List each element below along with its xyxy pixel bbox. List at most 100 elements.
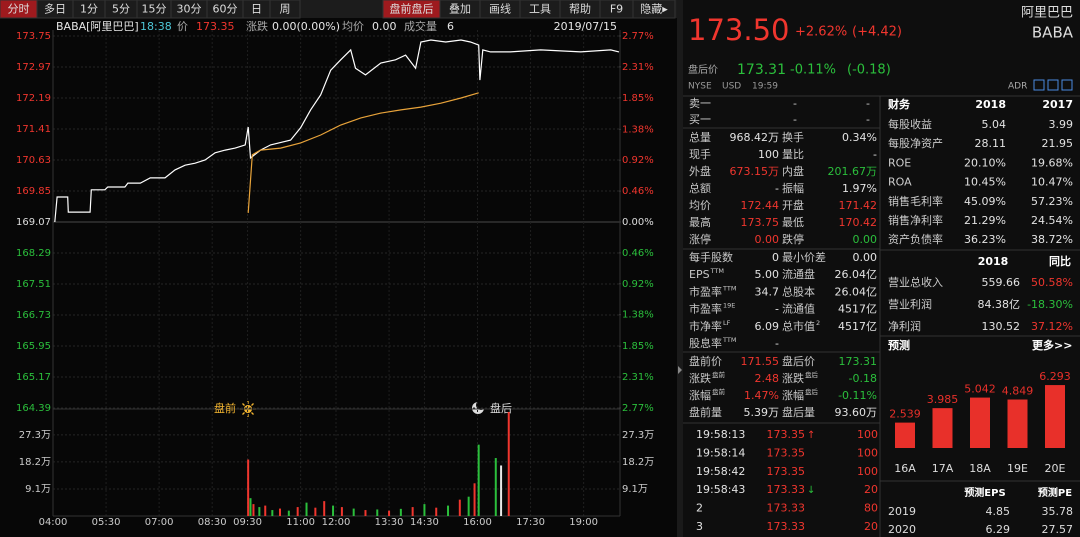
- volume-bar: [467, 496, 470, 516]
- label: 26.04亿: [835, 268, 878, 281]
- volume-bar: [435, 507, 438, 516]
- tab-label[interactable]: 多日: [44, 2, 66, 16]
- trade-volume: 20: [864, 483, 878, 496]
- label: 流通盘: [782, 267, 815, 281]
- label: 最低: [782, 216, 804, 229]
- label: 盘后价: [782, 354, 815, 368]
- y2-tick-label: 18.2万: [622, 457, 654, 468]
- trade-arrow: ↓: [807, 485, 815, 496]
- label: 21.29%: [964, 214, 1006, 227]
- label: 涨停: [689, 232, 711, 246]
- label: 172.44: [741, 199, 780, 212]
- label: 每股净资产: [888, 136, 943, 150]
- collapse-arrow[interactable]: [678, 366, 682, 374]
- label: 最小价差: [782, 250, 826, 264]
- info-vol: 6: [447, 20, 454, 33]
- book-label: 卖一: [689, 97, 711, 110]
- volume-bar: [252, 504, 255, 516]
- tab-label[interactable]: 隐藏▸: [640, 3, 668, 16]
- tab[interactable]: [269, 0, 301, 19]
- tab-label[interactable]: 1分: [80, 3, 98, 16]
- volume-bar: [287, 510, 290, 516]
- tab-label[interactable]: 叠加: [449, 3, 471, 16]
- tab-label[interactable]: 30分: [177, 3, 202, 16]
- label: 559.66: [982, 276, 1021, 289]
- forecast-header: 预测EPS: [964, 486, 1005, 499]
- volume-bar: [500, 465, 503, 516]
- after-change: (-0.18): [847, 63, 891, 78]
- splitter[interactable]: [677, 0, 683, 537]
- more-link[interactable]: 更多>>: [1032, 338, 1072, 352]
- tab[interactable]: [632, 0, 676, 19]
- x-tick-label: 19:00: [569, 517, 598, 528]
- y-tick-label: 172.19: [16, 93, 51, 104]
- label: 换手: [782, 130, 804, 144]
- tab-label[interactable]: 5分: [112, 3, 130, 16]
- volume-bar: [364, 510, 367, 516]
- label: 现手: [689, 147, 711, 161]
- label: 4517亿: [838, 303, 877, 316]
- label: 涨幅: [689, 389, 711, 402]
- tab-label[interactable]: 分时: [8, 3, 30, 16]
- book-volume: -: [866, 113, 870, 126]
- y-tick-label: 173.75: [16, 31, 51, 42]
- tab-label[interactable]: 60分: [213, 3, 238, 16]
- volume-bar: [473, 483, 476, 516]
- tab-label[interactable]: 15分: [142, 3, 167, 16]
- exchange: NYSE: [688, 82, 712, 92]
- x-tick-label: 17A: [932, 462, 954, 475]
- label: -: [873, 148, 877, 161]
- adr: ADR: [1008, 82, 1027, 92]
- superscript: TTM: [722, 336, 736, 344]
- label: 盘后量: [782, 405, 815, 419]
- info-change: 0.00(0.00%): [272, 20, 340, 33]
- label: 股息率: [689, 336, 722, 350]
- label: ROA: [888, 176, 912, 189]
- tab-label[interactable]: 工具: [529, 3, 551, 16]
- label: 总股本: [782, 284, 815, 298]
- y-tick-label: 165.95: [16, 341, 51, 352]
- change-pct: +2.62%: [795, 25, 847, 40]
- adr-icons[interactable]: [1033, 79, 1073, 91]
- info-avg: 0.00: [372, 20, 397, 33]
- label: 45.09%: [964, 195, 1006, 208]
- volume-bar: [388, 510, 391, 516]
- volume-bar: [305, 502, 308, 516]
- label: -: [775, 182, 779, 195]
- y-tick-label: 166.73: [16, 310, 51, 321]
- superscript: 盘前: [712, 370, 726, 379]
- tab-label[interactable]: 日: [251, 3, 262, 16]
- trade-price: 173.35: [767, 465, 806, 478]
- label: 57.23%: [1031, 195, 1073, 208]
- tab-label[interactable]: 画线: [489, 2, 511, 16]
- data-label: 3.985: [927, 393, 959, 406]
- label: -: [775, 337, 779, 350]
- label: 资产负债率: [888, 232, 943, 246]
- tab-label[interactable]: 帮助: [569, 2, 591, 16]
- label: 50.58%: [1031, 276, 1073, 289]
- label: 1.97%: [842, 182, 877, 195]
- y-tick-label: 171.41: [16, 124, 51, 135]
- label: -0.18: [849, 372, 877, 385]
- volume-bar: [507, 411, 510, 516]
- x-tick-label: 16A: [894, 462, 916, 475]
- label: 1.47%: [744, 389, 779, 402]
- label: 673.15万: [730, 165, 780, 178]
- label: 20.10%: [964, 156, 1006, 169]
- label: 3.99: [1049, 118, 1074, 131]
- label: 量比: [782, 148, 804, 161]
- tab-label[interactable]: 盘前盘后: [390, 2, 434, 16]
- label: 38.72%: [1031, 233, 1073, 246]
- trade-time: 19:58:14: [696, 446, 745, 459]
- forecast-title: 预测: [888, 338, 910, 352]
- label: 涨幅: [782, 389, 804, 402]
- y2-tick-label: 0.46%: [622, 248, 654, 259]
- after-label: 盘后价: [688, 63, 718, 76]
- label: 销售净利率: [888, 213, 943, 227]
- volume-bar: [258, 507, 261, 516]
- book-label: 买一: [689, 113, 711, 126]
- y2-tick-label: 2.77%: [622, 403, 654, 414]
- tab-label[interactable]: F9: [610, 3, 623, 16]
- last-price: 173.50: [688, 13, 789, 47]
- tab-label[interactable]: 周: [280, 3, 291, 16]
